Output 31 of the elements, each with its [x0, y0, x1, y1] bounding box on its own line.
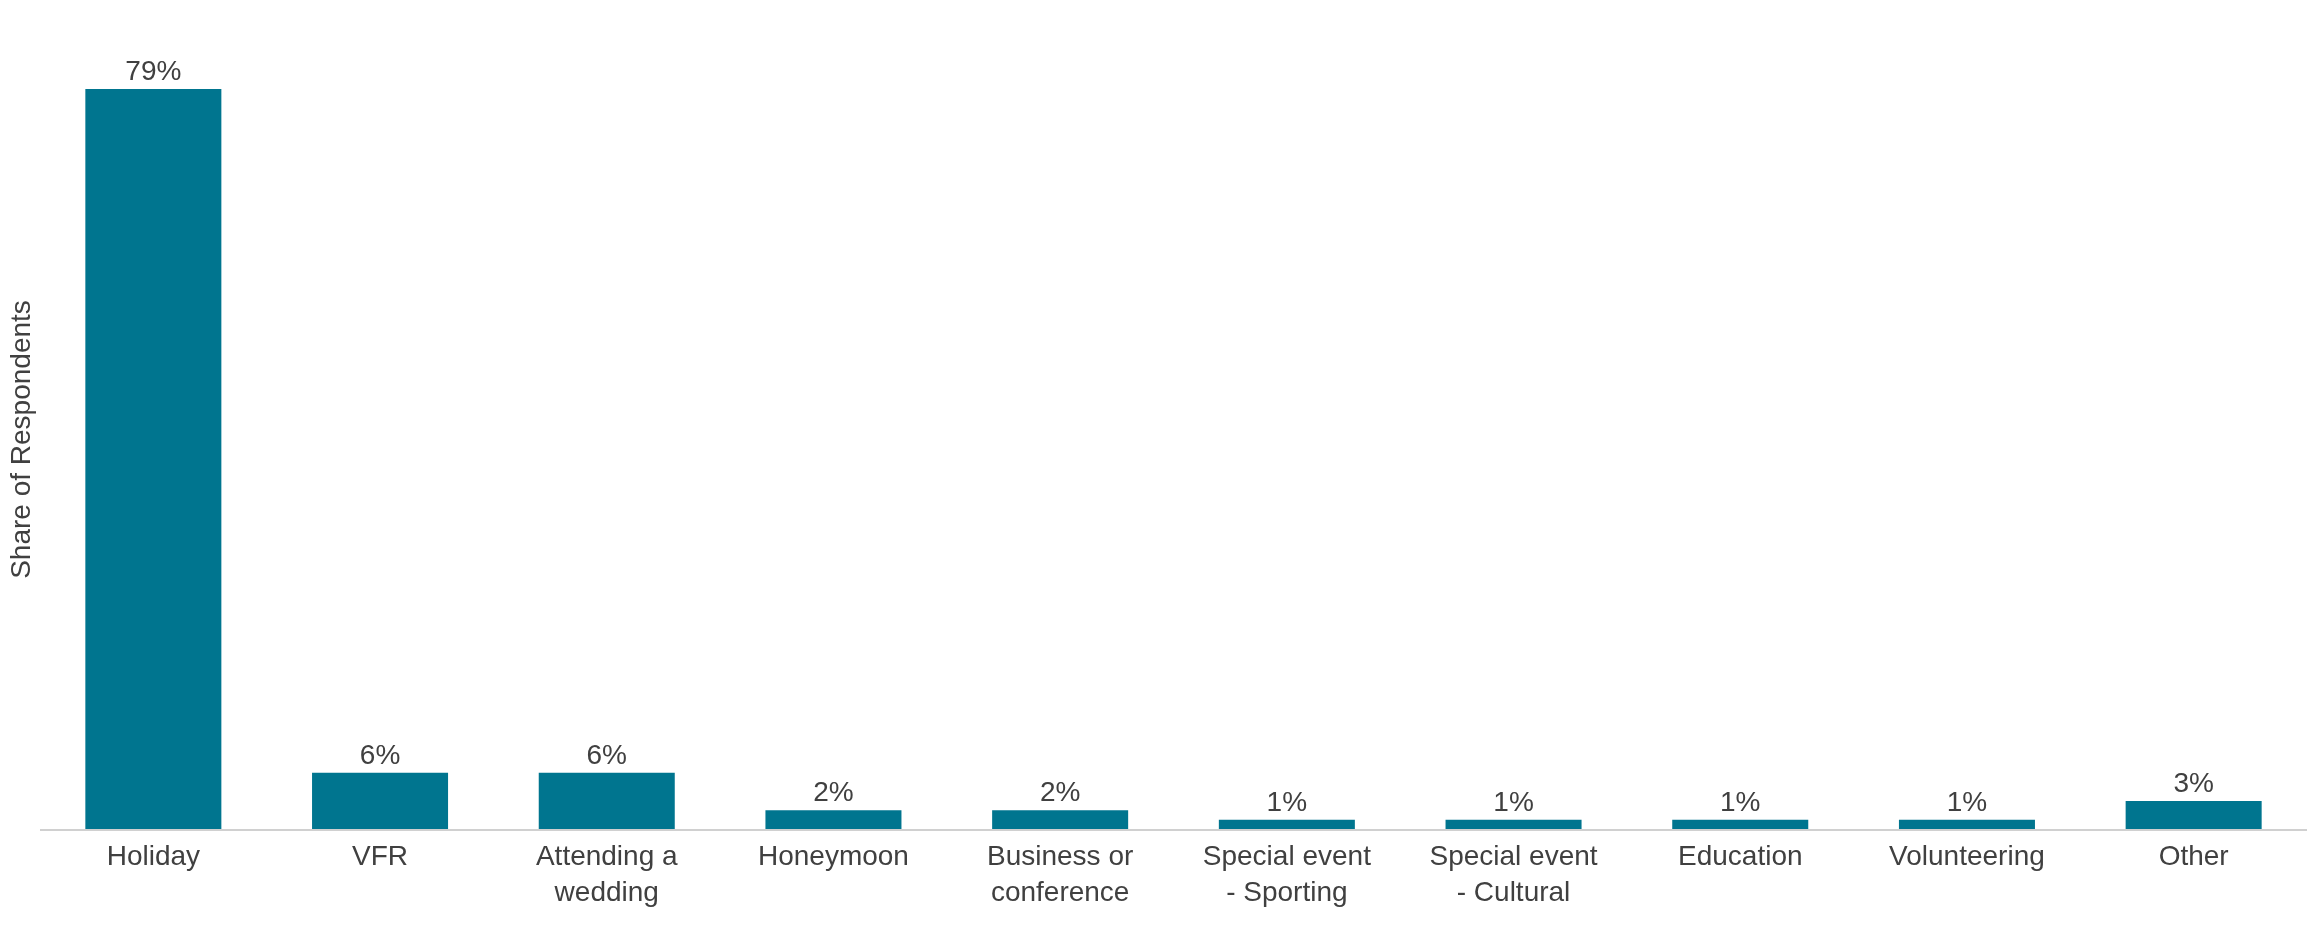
bar [1672, 819, 1809, 829]
data-label: 3% [2173, 766, 2214, 798]
bar [85, 88, 222, 829]
bar [1898, 819, 2035, 829]
data-label: 1% [1266, 785, 1308, 817]
data-label: 6% [586, 738, 627, 770]
bar [1218, 819, 1355, 829]
bar [538, 772, 675, 829]
data-label: 6% [359, 738, 401, 770]
x-tick-label: Attending a wedding [535, 839, 679, 907]
x-tick-label: Business or conference [987, 839, 1134, 907]
bar [1445, 819, 1582, 829]
data-label: 1% [1720, 785, 1761, 817]
data-label: 2% [813, 776, 854, 808]
data-label: 2% [1039, 776, 1081, 808]
data-label: 1% [1493, 785, 1534, 817]
x-tick-label: Other [2158, 839, 2229, 871]
data-label: 1% [1946, 785, 1988, 817]
bar [765, 810, 902, 829]
x-tick-label: Special event - Cultural [1429, 839, 1598, 907]
y-axis-title: Share of Respondents [4, 300, 36, 579]
data-label: 79% [125, 54, 182, 86]
x-tick-label: Special event - Sporting [1202, 839, 1372, 907]
bar [992, 810, 1129, 829]
x-tick-label: Education [1677, 839, 1803, 871]
x-tick-label: Volunteering [1889, 839, 2045, 871]
x-tick-label: VFR [352, 839, 409, 871]
bar [312, 772, 449, 829]
x-tick-label: Honeymoon [757, 839, 909, 871]
x-tick-label: Holiday [106, 839, 201, 871]
bar [2125, 800, 2262, 829]
